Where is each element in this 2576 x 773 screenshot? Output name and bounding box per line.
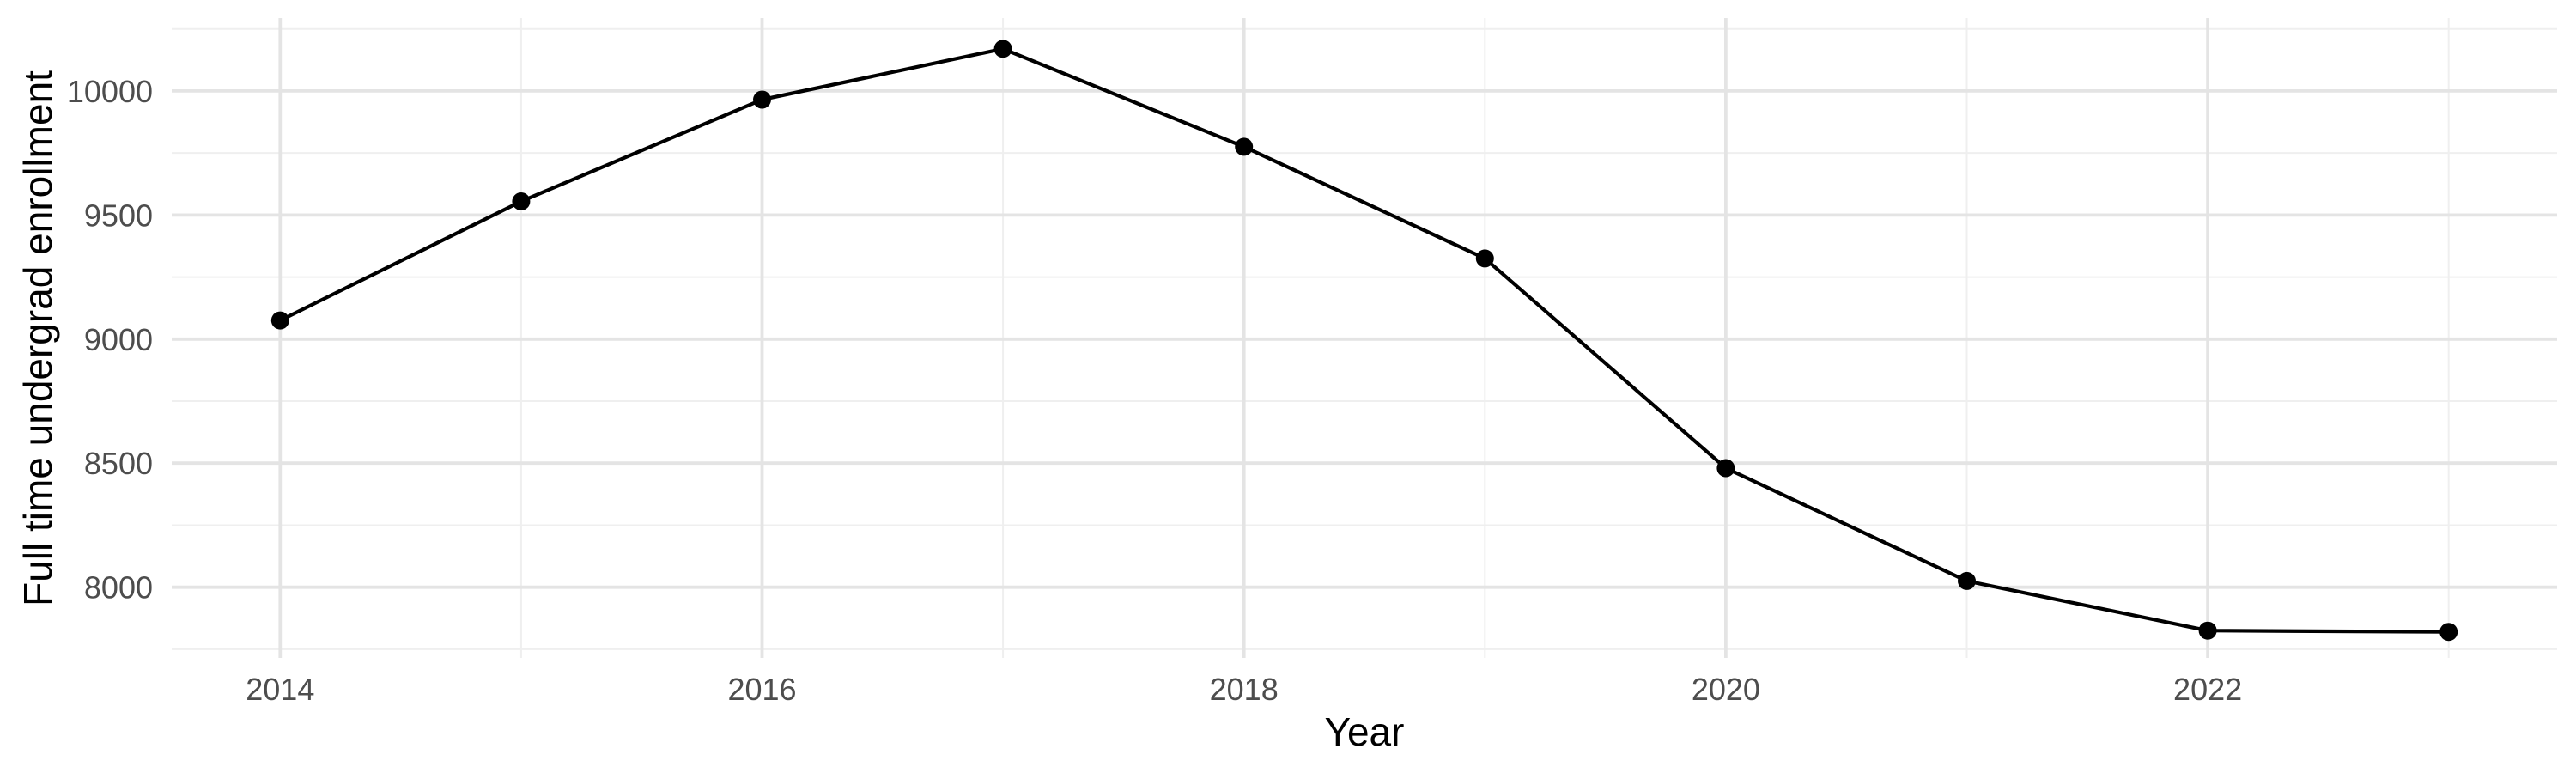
y-tick-label: 9000 [84, 322, 153, 357]
y-axis-tick-labels: 8000 8500 9000 9500 10000 [67, 74, 153, 606]
series-points [270, 40, 2458, 642]
data-point [753, 90, 771, 109]
series-line [278, 46, 2451, 634]
data-point [512, 192, 531, 210]
x-axis-tick-labels: 2014 2016 2018 2020 2022 [246, 672, 2242, 707]
data-point [1716, 459, 1735, 478]
grid-major [172, 18, 2557, 658]
x-tick-label: 2020 [1692, 672, 1760, 707]
y-tick-label: 8500 [84, 446, 153, 481]
data-point [2439, 623, 2458, 642]
data-point [1235, 137, 1254, 156]
data-point [1475, 249, 1494, 268]
data-point [1958, 571, 1976, 590]
x-tick-label: 2014 [246, 672, 314, 707]
x-tick-label: 2018 [1210, 672, 1279, 707]
x-tick-label: 2022 [2173, 672, 2242, 707]
y-tick-label: 9500 [84, 198, 153, 233]
y-tick-label: 10000 [67, 74, 153, 109]
y-axis-title: Full time undergrad enrollment [15, 70, 60, 606]
data-point [993, 40, 1012, 58]
x-axis-title: Year [1325, 709, 1405, 754]
data-point [2198, 621, 2217, 640]
data-point [270, 311, 289, 330]
x-tick-label: 2016 [727, 672, 796, 707]
grid-minor [172, 18, 2557, 658]
y-tick-label: 8000 [84, 570, 153, 606]
